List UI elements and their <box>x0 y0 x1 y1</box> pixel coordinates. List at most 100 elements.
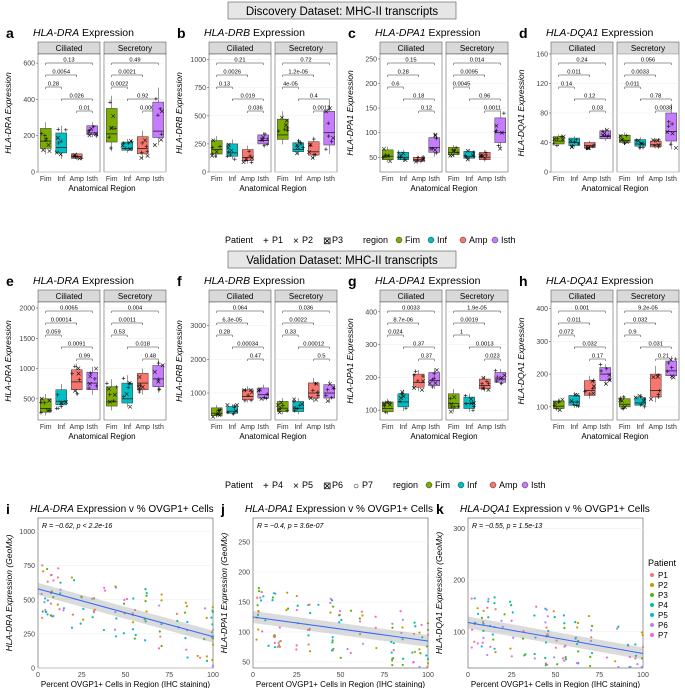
scatter-point <box>62 607 66 610</box>
pvalue-label: 0.12 <box>584 94 595 100</box>
data-point <box>607 377 612 382</box>
data-point <box>557 408 562 413</box>
x-tick-label: Inf <box>399 176 407 183</box>
y-tick-label: 750 <box>23 563 35 570</box>
scatter-point <box>374 615 377 618</box>
data-point <box>285 408 289 413</box>
pvalue-label: 0.026 <box>69 94 84 100</box>
section-title-discovery: Discovery Dataset: MHC-II transcripts <box>246 6 439 18</box>
scatter-point <box>470 646 473 649</box>
section-header-discovery: Discovery Dataset: MHC-II transcripts <box>227 1 457 20</box>
scatter-point <box>93 597 96 600</box>
x-tick-label: Inf <box>399 424 407 431</box>
x-tick-label: Inf <box>465 424 473 431</box>
scatter-point <box>211 658 214 662</box>
scatter-point <box>183 611 187 614</box>
legend-symbol: + <box>263 481 269 492</box>
legend-swatch-inf <box>427 236 435 244</box>
pvalue-bracket <box>61 346 93 349</box>
data-point <box>218 144 222 149</box>
scatter-point <box>258 590 261 593</box>
pvalue-bracket <box>624 62 672 65</box>
legend-label: P4 <box>658 601 668 610</box>
scatter-point <box>184 637 187 640</box>
scatter-point <box>564 655 567 659</box>
data-point <box>106 386 111 391</box>
data-point <box>456 150 460 155</box>
scatter-point <box>501 625 504 629</box>
data-point <box>381 146 386 151</box>
y-tick-label: 500 <box>23 396 35 403</box>
scatter-point <box>257 628 260 631</box>
data-point <box>666 120 671 124</box>
x-axis-title: Anatomical Region <box>410 184 477 193</box>
data-point <box>232 157 237 162</box>
scatter-point <box>261 630 264 633</box>
x-tick-label: Isth <box>153 176 164 183</box>
data-point <box>109 146 113 150</box>
data-point <box>143 138 148 143</box>
x-tick-label: 25 <box>78 672 86 679</box>
legend-swatch <box>650 623 654 627</box>
data-point <box>499 130 504 135</box>
panel-title-h: HLA-DQA1 Expression <box>546 275 654 287</box>
scatter-point <box>277 641 280 644</box>
pvalue-label: 0.019 <box>240 94 255 100</box>
data-point <box>292 409 297 413</box>
scatter-point <box>330 599 334 602</box>
pvalue-label: 0.0012 <box>313 106 331 112</box>
scatter-point <box>512 636 515 639</box>
pvalue-label: 0.92 <box>137 94 148 100</box>
data-point <box>642 404 647 409</box>
x-tick-label: Amp <box>583 424 598 431</box>
data-point <box>634 138 638 143</box>
pvalue-bracket <box>216 334 233 337</box>
pvalue-label: 0.023 <box>485 354 500 360</box>
y-tick-label: 200 <box>365 375 377 382</box>
scatter-point <box>145 594 148 597</box>
scatter-point <box>564 658 568 661</box>
facet-label: Ciliated <box>398 292 425 301</box>
box-amp <box>137 136 149 155</box>
facet-label: Ciliated <box>56 292 83 301</box>
scatter-point <box>160 644 163 648</box>
scatter-point <box>481 641 484 644</box>
legend-swatch-amp <box>459 236 467 244</box>
data-point <box>419 159 423 164</box>
data-point <box>463 393 468 398</box>
scatter-point <box>160 593 163 596</box>
data-point <box>47 149 52 154</box>
data-point <box>105 381 109 386</box>
y-tick-label: 2000 <box>19 306 35 313</box>
plot-area <box>467 517 644 669</box>
scatter-point <box>132 597 135 600</box>
scatter-point <box>544 662 547 665</box>
data-point <box>292 399 296 404</box>
pvalue-bracket <box>558 86 575 89</box>
panel-title-f: HLA-DRB Expression <box>204 275 305 287</box>
panel-letter-j: j <box>220 501 225 517</box>
data-point <box>327 106 332 111</box>
data-point <box>569 398 574 403</box>
data-point <box>668 357 673 362</box>
data-point <box>93 131 99 136</box>
box-inf <box>397 152 409 160</box>
scatter-point <box>123 598 126 601</box>
x-tick-label: Inf <box>636 176 644 183</box>
scatter-point <box>70 626 74 629</box>
pvalue-bracket <box>558 74 590 77</box>
panel-k: k HLA-DQA1 Expression v % OVGP1+ Cells 100… <box>434 501 650 688</box>
x-tick-label: 100 <box>422 672 434 679</box>
scatter-point <box>374 626 377 629</box>
data-point <box>127 381 132 386</box>
data-point <box>670 122 674 126</box>
data-point <box>58 400 64 405</box>
pvalue-label: 0.99 <box>79 354 90 360</box>
scatter-point <box>510 655 513 658</box>
data-point <box>307 150 312 155</box>
data-point <box>486 387 491 392</box>
data-point <box>427 381 432 386</box>
data-point <box>324 147 328 151</box>
